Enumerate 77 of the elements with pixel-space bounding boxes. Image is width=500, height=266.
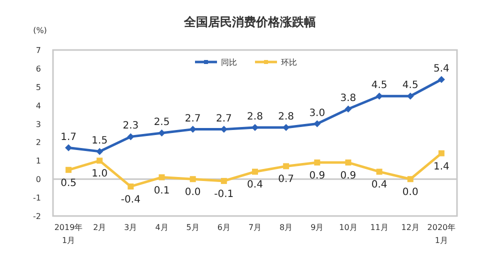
data-label: 0.9 xyxy=(309,170,326,182)
point xyxy=(438,150,444,156)
data-label: 2.3 xyxy=(122,120,139,132)
point xyxy=(345,160,352,166)
y-tick-label: 0 xyxy=(36,175,41,184)
point xyxy=(407,176,414,182)
data-label: 0.1 xyxy=(154,185,170,196)
data-label: 0.7 xyxy=(278,174,294,186)
point xyxy=(438,76,445,84)
data-label: 1.0 xyxy=(92,168,108,180)
y-tick-label: 4 xyxy=(36,101,41,110)
data-label: 3.8 xyxy=(340,93,356,104)
y-tick-label: -2 xyxy=(33,212,41,221)
y-tick-label: 1 xyxy=(36,156,41,166)
point xyxy=(190,176,196,182)
point xyxy=(252,124,258,131)
point xyxy=(314,160,320,166)
data-label: 0.5 xyxy=(60,178,76,189)
point xyxy=(220,178,227,184)
x-tick-label: 9月 xyxy=(310,223,324,232)
y-tick-label: -1 xyxy=(33,194,41,203)
y-tick-label: 5 xyxy=(36,82,41,92)
legend-label: 环比 xyxy=(281,58,297,67)
y-tick-label: 2 xyxy=(36,138,41,148)
data-label: 5.4 xyxy=(434,64,450,75)
x-tick-label: 2020年 1月 xyxy=(427,223,456,245)
data-label: -0.4 xyxy=(120,194,140,206)
point xyxy=(282,124,290,131)
x-tick-label: 8月 xyxy=(280,223,293,232)
point xyxy=(128,183,134,190)
data-label: 3.0 xyxy=(309,108,326,119)
x-tick-label: 12月 xyxy=(401,223,420,232)
point xyxy=(65,144,72,152)
point xyxy=(376,92,383,100)
point xyxy=(376,168,382,175)
y-tick-label: 3 xyxy=(36,120,41,129)
legend-label: 同比 xyxy=(221,58,237,67)
y-axis-title: (%) xyxy=(33,26,47,35)
point xyxy=(96,158,103,164)
x-tick-label: 11月 xyxy=(370,223,388,232)
x-tick-label: 3月 xyxy=(124,223,138,232)
point xyxy=(314,120,321,128)
point xyxy=(158,130,166,136)
data-label: -0.1 xyxy=(214,188,234,200)
chart-title: 全国居民消费价格涨跌幅 xyxy=(183,15,316,29)
point xyxy=(158,174,165,180)
point xyxy=(283,163,290,170)
point xyxy=(344,106,352,113)
x-tick-label: 7月 xyxy=(248,223,262,232)
x-tick-label: 6月 xyxy=(217,223,230,232)
data-label: 1.4 xyxy=(434,161,450,172)
x-tick-label: 2019年 1月 xyxy=(54,223,83,245)
x-tick-label: 10月 xyxy=(339,223,358,232)
data-label: 0.4 xyxy=(371,180,388,191)
data-label: 4.5 xyxy=(402,80,418,92)
point xyxy=(96,148,104,155)
x-tick-label: 4月 xyxy=(155,223,168,232)
data-label: 1.7 xyxy=(60,132,76,143)
data-label: 2.7 xyxy=(216,113,232,124)
y-tick-label: 7 xyxy=(36,46,41,55)
data-label: 0.0 xyxy=(402,187,418,198)
x-tick-label: 5月 xyxy=(186,223,200,232)
point xyxy=(66,166,72,173)
point xyxy=(127,133,134,140)
data-label: 1.5 xyxy=(92,135,108,146)
data-label: 0.0 xyxy=(184,187,201,198)
point xyxy=(406,92,414,100)
point xyxy=(252,168,258,175)
data-label: 4.5 xyxy=(371,80,388,92)
data-label: 2.8 xyxy=(247,111,263,122)
data-label: 2.8 xyxy=(278,111,294,122)
y-tick-label: 6 xyxy=(36,64,41,74)
data-label: 0.4 xyxy=(247,180,263,191)
data-label: 2.5 xyxy=(154,117,170,128)
data-label: 2.7 xyxy=(184,113,201,124)
data-label: 0.9 xyxy=(340,170,356,182)
x-tick-label: 2月 xyxy=(93,223,106,232)
